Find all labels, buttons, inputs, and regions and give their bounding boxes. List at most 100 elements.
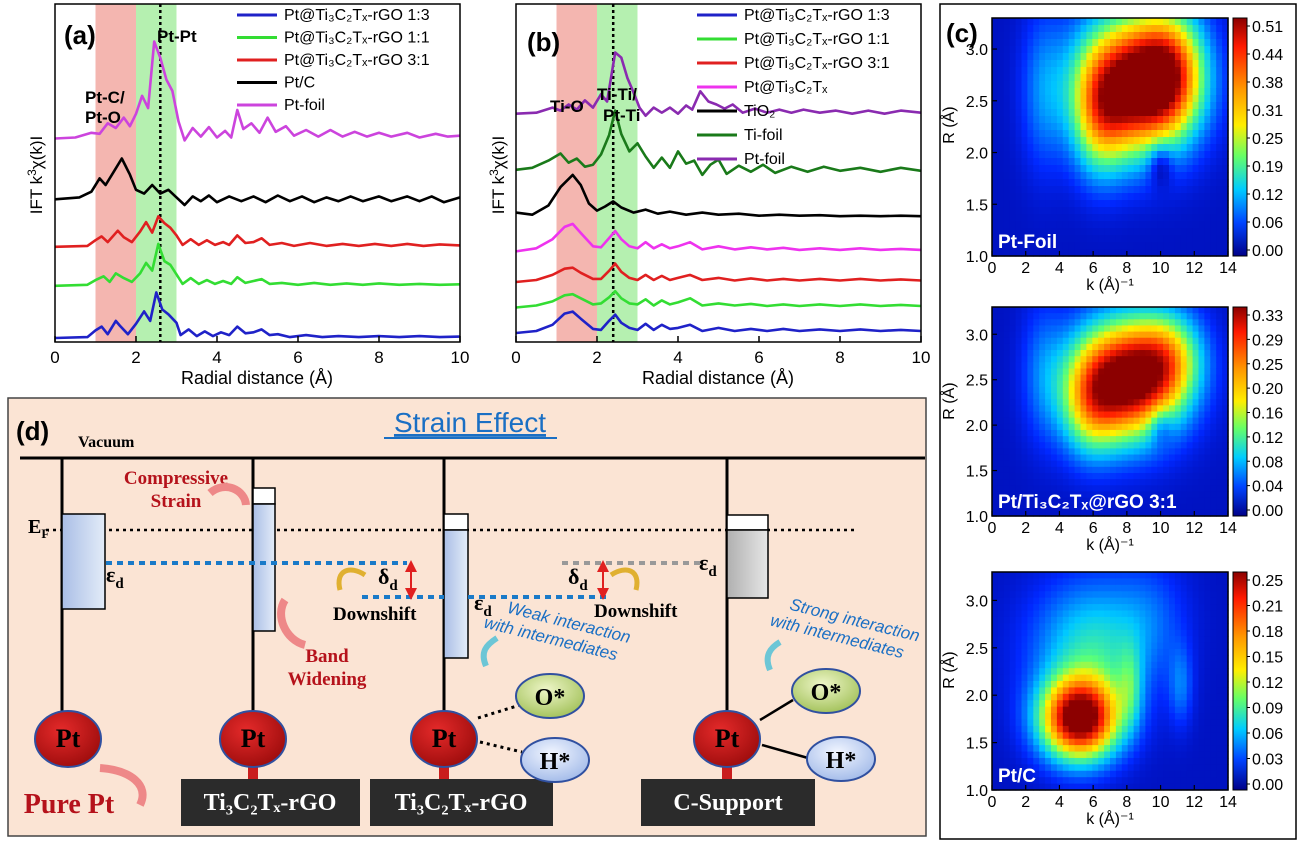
heatmap-cell [1151, 591, 1158, 599]
heatmap-cell [1157, 386, 1164, 394]
heatmap-cell [997, 130, 1005, 138]
heatmap-cell [1045, 417, 1052, 425]
x-axis-label: k (Å)⁻¹ [1086, 535, 1134, 554]
heatmap-cell [1151, 386, 1158, 394]
heatmap-cell [1204, 572, 1211, 580]
heatmap-cell [1092, 242, 1099, 250]
heatmap-cell [992, 399, 999, 406]
heatmap-cell [1151, 39, 1158, 47]
heatmap-cell [1210, 629, 1217, 637]
heatmap-cell [1003, 151, 1011, 159]
heatmap-cell [1045, 572, 1052, 580]
heatmap-cell [1092, 509, 1099, 517]
heatmap-cell [1062, 497, 1070, 505]
heatmap-cell [1045, 399, 1052, 406]
heatmap-cell [1121, 386, 1129, 394]
heatmap-cell [1169, 186, 1176, 194]
heatmap-cell [1045, 503, 1052, 511]
heatmap-cell [1015, 454, 1023, 462]
heatmap-cell [1222, 325, 1229, 333]
heatmap-cell [1110, 661, 1117, 669]
heatmap-cell [1068, 25, 1076, 33]
heatmap-cell [1045, 584, 1052, 592]
heatmap-cell [1198, 88, 1205, 96]
heatmap-cell [1169, 123, 1176, 131]
heatmap-cell [1074, 454, 1082, 462]
heatmap-cell [1163, 700, 1170, 708]
heatmap-cell [1121, 674, 1129, 682]
heatmap-cell [1110, 629, 1117, 637]
heatmap-cell [1033, 745, 1040, 753]
heatmap-cell [1210, 319, 1217, 327]
legend-label: TiO₂ [744, 103, 775, 120]
heatmap-cell [1033, 610, 1040, 618]
heatmap-cell [1115, 228, 1123, 236]
heatmap-cell [1098, 693, 1105, 701]
heatmap-cell [1098, 374, 1105, 382]
heatmap-cell [1174, 485, 1182, 493]
heatmap-cell [1186, 221, 1194, 229]
heatmap-cell [1080, 636, 1087, 644]
heatmap-cell [1080, 337, 1087, 345]
heatmap-cell [1163, 144, 1170, 152]
heatmap-cell [1145, 158, 1152, 166]
heatmap-cell [1174, 67, 1182, 75]
heatmap-cell [1186, 193, 1194, 201]
heatmap-cell [1204, 95, 1211, 103]
heatmap-cell [1110, 648, 1117, 656]
x-tick-label: 6 [293, 348, 302, 367]
heatmap-cell [1051, 466, 1058, 474]
heatmap-cell [1186, 109, 1194, 117]
heatmap-cell [1027, 74, 1034, 82]
heatmap-cell [1086, 591, 1093, 599]
heatmap-cell [997, 325, 1005, 333]
heatmap-cell [1198, 186, 1205, 194]
heatmap-cell [1121, 442, 1129, 449]
heatmap-cell [1192, 642, 1200, 650]
heatmap-cell [1169, 39, 1176, 47]
heatmap-cell [1092, 380, 1099, 388]
heatmap-cell [1062, 503, 1070, 511]
heatmap-cell [1056, 693, 1064, 701]
heatmap-cell [1169, 751, 1176, 759]
heatmap-cell [1092, 751, 1099, 759]
heatmap-cell [1051, 719, 1058, 727]
heatmap-cell [1139, 442, 1146, 449]
heatmap-cell [1051, 393, 1058, 400]
panel-label-d: (d) [16, 416, 49, 446]
heatmap-cell [1157, 578, 1164, 586]
heatmap-cell [1198, 497, 1205, 505]
heatmap-cell [1039, 411, 1046, 419]
heatmap-cell [1092, 472, 1099, 480]
heatmap-cell [1115, 313, 1123, 320]
heatmap-cell [1204, 584, 1211, 592]
legend-label: Pt@Ti₃C₂Tₓ-rGO 3:1 [744, 55, 890, 72]
heatmap-cell [1192, 109, 1200, 117]
heatmap-cell [1192, 591, 1200, 599]
heatmap-cell [1015, 693, 1023, 701]
heatmap-cell [1198, 81, 1205, 89]
heatmap-cell [1115, 46, 1123, 54]
heatmap-cell [1003, 604, 1011, 612]
heatmap-cell [1009, 123, 1017, 131]
heatmap-cell [1151, 719, 1158, 727]
heatmap-cell [1186, 39, 1194, 47]
heatmap-cell [1015, 368, 1023, 376]
heatmap-cell [1133, 165, 1141, 173]
heatmap-cell [1133, 221, 1141, 229]
heatmap-cell [1216, 681, 1223, 689]
heatmap-cell [997, 429, 1005, 437]
heatmap-cell [1204, 616, 1211, 624]
heatmap-cell [1121, 597, 1129, 605]
heatmap-cell [1021, 350, 1028, 357]
heatmap-cell [1086, 313, 1093, 320]
heatmap-cell [1027, 693, 1034, 701]
heatmap-cell [1098, 616, 1105, 624]
heatmap-cell [1110, 368, 1117, 376]
heatmap-cell [1151, 331, 1158, 339]
heatmap-cell [1074, 584, 1082, 592]
heatmap-cell [1068, 681, 1076, 689]
heatmap-cell [1151, 158, 1158, 166]
heatmap-cell [1098, 674, 1105, 682]
heatmap-cell [1121, 399, 1129, 406]
